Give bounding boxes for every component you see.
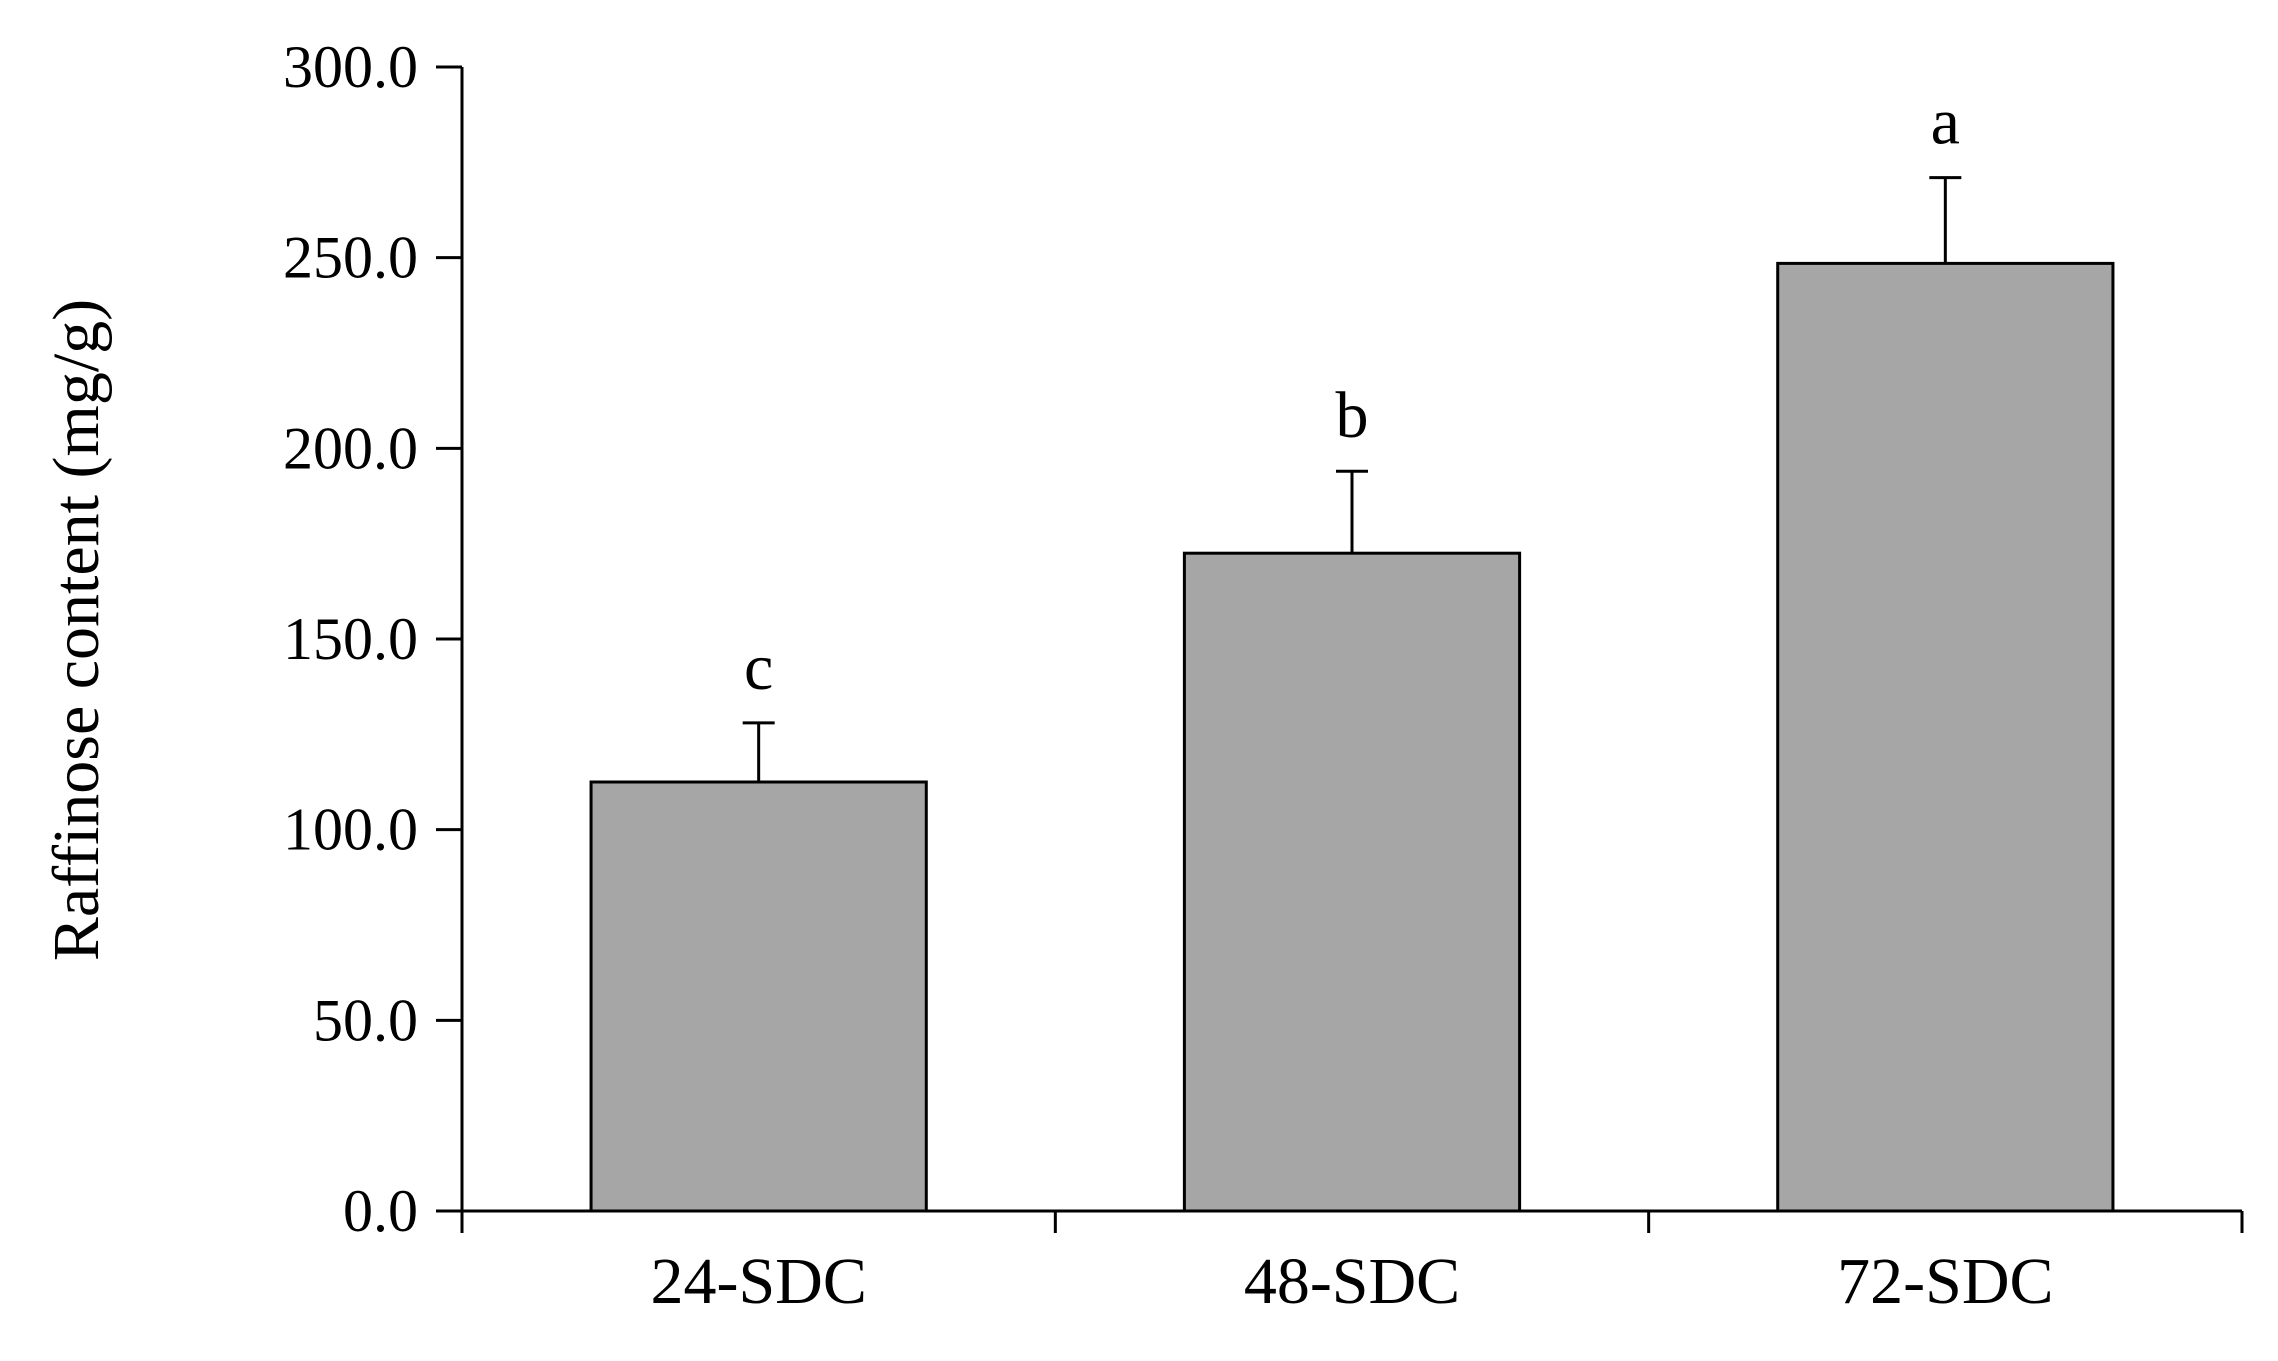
y-axis: 0.0 50.0 100.0 150.0 200.0 250.0 300.0: [283, 34, 464, 1244]
significance-label-48-SDC: b: [1336, 379, 1369, 452]
significance-label-72-SDC: a: [1931, 86, 1960, 159]
x-category-label: 48-SDC: [1244, 1245, 1460, 1318]
y-tick-label: 0.0: [343, 1178, 418, 1244]
y-tick-label: 50.0: [313, 987, 418, 1053]
x-category-label: 24-SDC: [650, 1245, 866, 1318]
y-tick-label: 100.0: [283, 797, 418, 863]
y-axis-title: Raffinose content (mg/g): [40, 299, 113, 961]
error-bars: [742, 176, 1962, 782]
significance-label-24-SDC: c: [744, 631, 773, 704]
bar-48-SDC: [1182, 551, 1522, 1213]
significance-labels: c b a: [744, 86, 1960, 704]
x-axis: 24-SDC 48-SDC 72-SDC: [460, 1209, 2244, 1318]
y-tick-label: 250.0: [283, 225, 418, 291]
bars: [589, 261, 2115, 1213]
y-tick-label: 300.0: [283, 34, 418, 100]
bar-24-SDC: [589, 780, 928, 1213]
bar-72-SDC: [1776, 261, 2115, 1213]
y-tick-label: 200.0: [283, 415, 418, 481]
y-tick-label: 150.0: [283, 606, 418, 672]
x-category-label: 72-SDC: [1837, 1245, 2053, 1318]
